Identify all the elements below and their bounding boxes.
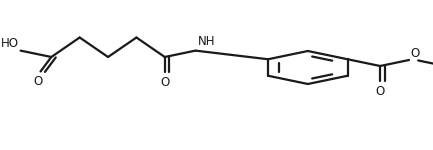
Text: O: O (375, 85, 385, 98)
Text: HO: HO (0, 37, 19, 50)
Text: NH: NH (197, 35, 215, 48)
Text: O: O (34, 75, 43, 88)
Text: O: O (410, 46, 420, 60)
Text: O: O (160, 76, 169, 89)
